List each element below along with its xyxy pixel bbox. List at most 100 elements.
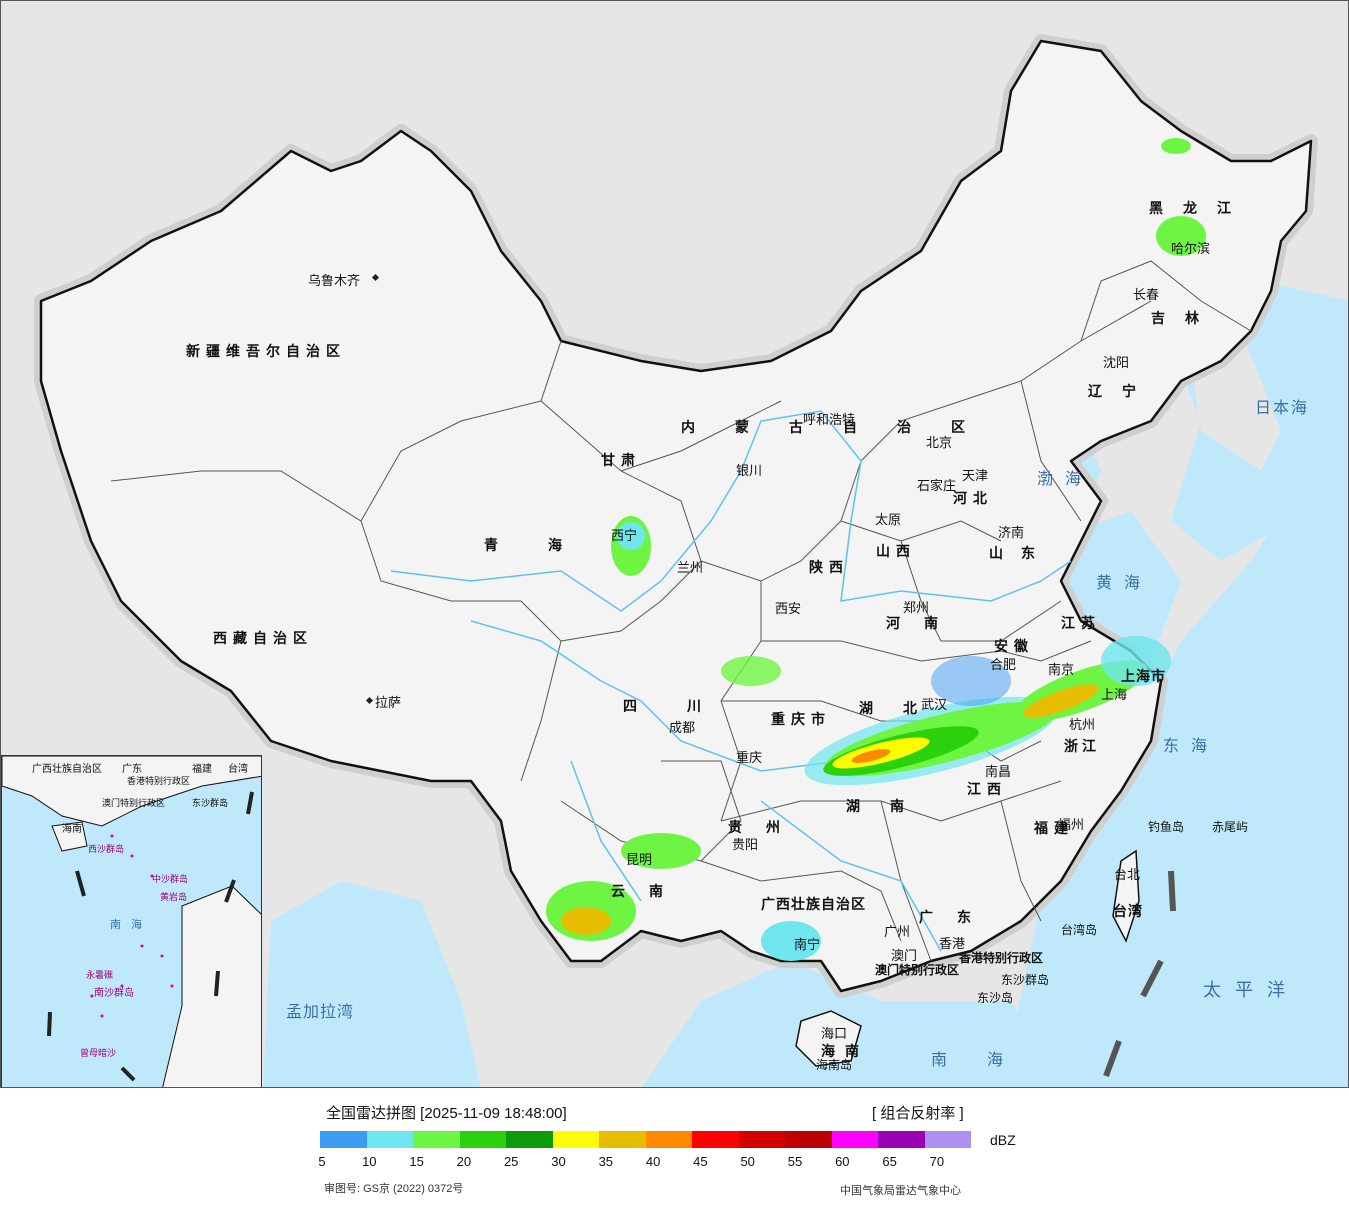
island-diaoyu: 钓鱼岛 [1148, 820, 1185, 834]
inset-label-guangdong: 广东 [122, 764, 142, 775]
inset-label-macau: 澳门特别行政区 [102, 799, 166, 809]
legend-swatch [692, 1131, 739, 1148]
region-shaanxi: 陕西 [809, 560, 849, 576]
legend-swatch [599, 1131, 646, 1148]
legend-swatch [459, 1131, 506, 1148]
city-fuzhou: 福州 [1058, 818, 1085, 833]
region-shanxi: 山西 [876, 544, 916, 560]
legend-swatch [320, 1131, 367, 1148]
city-zhengzhou: 郑州 [903, 601, 930, 616]
city-nanjing: 南京 [1048, 663, 1075, 678]
inset-label-yongshu: 永暑礁 [86, 971, 114, 981]
city-taiyuan: 太原 [875, 513, 902, 528]
region-sichuan: 四川 [623, 699, 751, 715]
island-dongsha-islands: 东沙群岛 [1001, 973, 1050, 987]
city-macau: 澳门 [891, 949, 918, 964]
island-dongsha: 东沙岛 [977, 991, 1014, 1005]
city-taipei: 台北 [1114, 868, 1141, 883]
legend-tick-label: 70 [929, 1154, 945, 1169]
legend-tick-label: 60 [835, 1154, 850, 1169]
city-nanning: 南宁 [794, 938, 821, 953]
island-hainan: 海南岛 [816, 1058, 853, 1072]
region-guangxi: 广西壮族自治区 [761, 897, 866, 913]
legend-tick-label: 20 [456, 1154, 472, 1169]
region-heilongjiang: 黑龙江 [1149, 201, 1251, 217]
sea-japan: 日本海 [1255, 398, 1310, 417]
map-canvas [34, 34, 1348, 1087]
region-neimenggu: 内蒙古自治区 [681, 420, 1005, 436]
radar-map: 乌鲁木齐 拉萨 西宁 兰州 银川 呼和浩特 北京 天津 石家庄 太原 济南 郑州… [0, 0, 1349, 1088]
inset-label-zhongsha: 中沙群岛 [152, 875, 189, 885]
island-hk-sar: 香港特别行政区 [959, 951, 1044, 965]
city-haikou: 海口 [821, 1027, 848, 1042]
legend-product: [ 组合反射率 ] [872, 1105, 964, 1122]
inset-label-nansha: 南沙群岛 [94, 988, 134, 999]
city-shijiazhuang: 石家庄 [917, 479, 957, 494]
legend-tick-label: 45 [693, 1154, 708, 1169]
region-jilin: 吉林 [1151, 311, 1219, 327]
city-shanghai: 上海 [1101, 688, 1128, 703]
legend-tick-label: 30 [551, 1154, 566, 1169]
legend-swatch [506, 1131, 553, 1148]
region-guangdong: 广东 [919, 910, 995, 926]
legend-tick-label: 15 [409, 1154, 424, 1169]
region-anhui: 安徽 [994, 639, 1034, 655]
city-yinchuan: 银川 [736, 464, 763, 479]
inset-label-guangxi: 广西壮族自治区 [32, 764, 102, 775]
data-source: 中国气象局雷达气象中心 [840, 1185, 961, 1197]
inset-label-dongsha: 东沙群岛 [192, 799, 229, 809]
region-hunan: 湖南 [846, 799, 934, 815]
island-macau-sar: 澳门特别行政区 [875, 963, 960, 977]
legend-tick-label: 65 [882, 1154, 897, 1169]
region-liaoning: 辽宁 [1088, 384, 1156, 400]
legend-tick-label: 25 [503, 1154, 519, 1169]
legend-swatch [924, 1131, 971, 1148]
region-xinjiang: 新疆维吾尔自治区 [186, 344, 346, 360]
region-jiangsu: 江苏 [1061, 616, 1101, 632]
inset-label-xisha: 西沙群岛 [88, 845, 125, 855]
legend-swatch [831, 1131, 878, 1148]
inset-canvas [2, 756, 261, 1087]
region-zhejiang: 浙江 [1064, 739, 1100, 755]
legend-tick-label: 55 [787, 1154, 803, 1169]
city-kunming: 昆明 [626, 853, 653, 868]
city-guiyang: 贵阳 [732, 838, 759, 853]
legend-swatch [738, 1131, 785, 1148]
region-yunnan: 云南 [611, 884, 687, 900]
region-qinghai: 青海 [484, 538, 612, 554]
region-fujian: 福建 [1034, 821, 1074, 837]
city-chongqing: 重庆 [736, 751, 763, 766]
review-number: 审图号: GS京 (2022) 0372号 [324, 1183, 464, 1195]
legend-tick-label: 40 [645, 1154, 661, 1169]
region-shanghai: 上海市 [1121, 669, 1166, 685]
city-hefei: 合肥 [990, 658, 1017, 673]
sea-yellow: 黄海 [1096, 573, 1153, 592]
region-shandong: 山东 [989, 546, 1053, 562]
legend-swatch [413, 1131, 460, 1148]
sea-east: 东海 [1163, 736, 1220, 755]
city-nanchang: 南昌 [985, 765, 1012, 780]
island-chiwei: 赤尾屿 [1212, 820, 1249, 834]
city-xining: 西宁 [611, 529, 638, 544]
south-china-sea-inset: 广西壮族自治区 广东 福建 台湾 香港特别行政区 澳门特别行政区 东沙群岛 海南… [1, 755, 262, 1087]
inset-label-south-sea: 南海 [110, 918, 152, 931]
region-chongqing: 重庆市 [771, 712, 831, 728]
region-xizang: 西藏自治区 [213, 631, 313, 647]
inset-label-huangyan: 黄岩岛 [160, 893, 188, 903]
sea-pacific: 太平洋 [1203, 980, 1299, 1001]
city-beijing: 北京 [926, 436, 953, 451]
legend-title: 全国雷达拼图 [2025-11-09 18:48:00] [326, 1105, 567, 1122]
city-harbin: 哈尔滨 [1171, 242, 1211, 257]
region-hebei: 河北 [953, 491, 993, 507]
inset-label-hk: 香港特别行政区 [127, 777, 191, 787]
city-chengdu: 成都 [669, 721, 696, 736]
legend-swatch [878, 1131, 925, 1148]
city-tianjin: 天津 [962, 469, 989, 484]
legend-color-bar [320, 1131, 971, 1148]
radar-echo-layer [546, 138, 1206, 961]
region-guizhou: 贵州 [728, 820, 804, 836]
legend-unit: dBZ [990, 1132, 1016, 1148]
region-hainan: 海南 [821, 1044, 869, 1060]
region-henan: 河南 [886, 616, 962, 632]
region-gansu: 甘肃 [601, 453, 641, 469]
